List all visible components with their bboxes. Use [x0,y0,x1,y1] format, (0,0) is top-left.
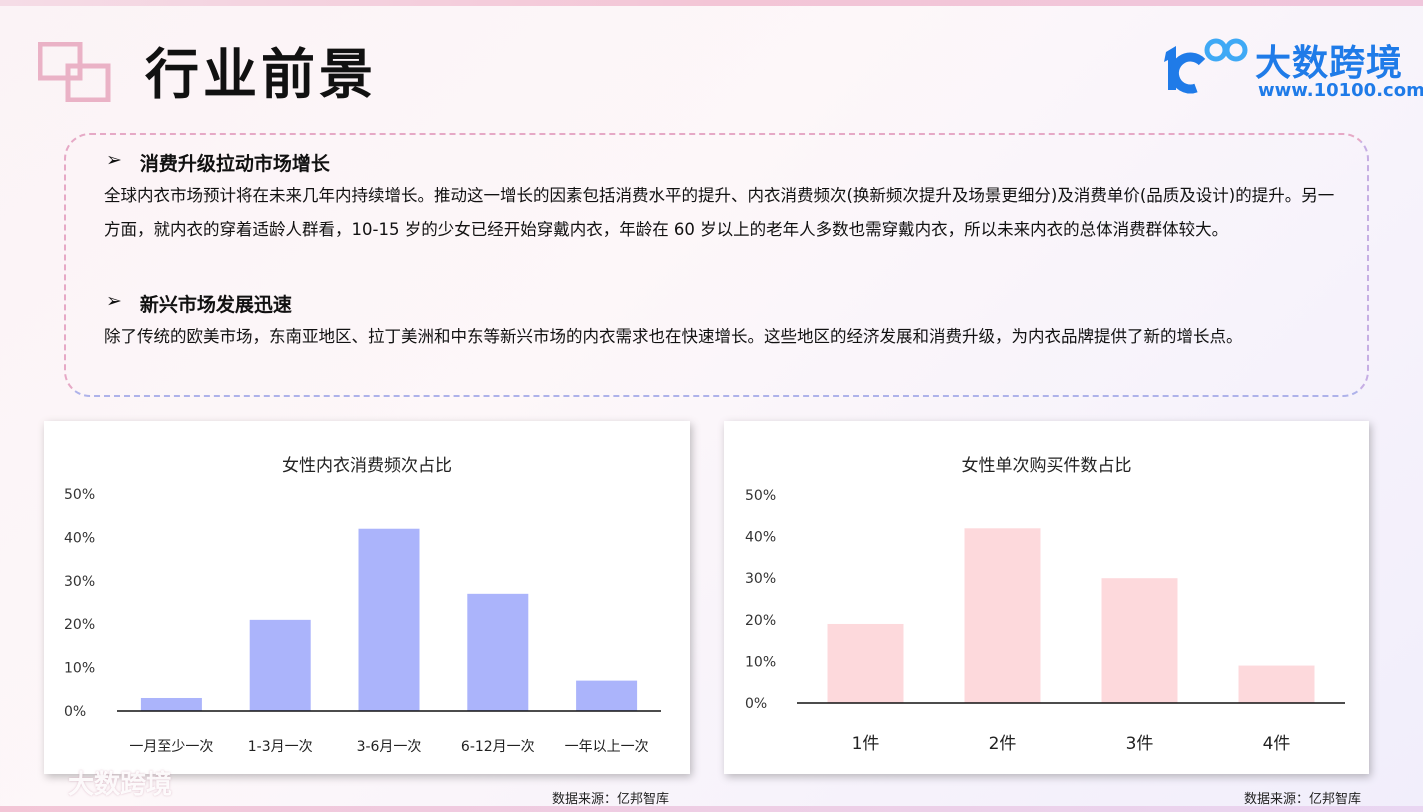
logo-name: 大数跨境 [1255,43,1404,84]
x-category-label: 1件 [852,734,880,754]
y-tick-label: 30% [745,571,776,587]
bar [467,593,529,711]
x-category-label: 3-6月一次 [357,739,422,755]
section-heading: ➢ 新兴市场发展迅速 [106,290,292,317]
x-category-label: 一年以上一次 [565,739,649,755]
heading-text: 新兴市场发展迅速 [139,294,292,316]
y-tick-label: 20% [64,617,95,633]
y-tick-label: 40% [745,530,776,546]
chart-title: 女性单次购买件数占比 [961,456,1132,476]
chart-card-quantity: 女性单次购买件数占比 0% 10% 20% 30% 40% 50% 1件 2件 3件 4件 [724,421,1369,774]
y-tick-label: 50% [64,487,95,503]
chart-frequency: 0% 10% 20% 30% 40% 50% 一月至少一次 1-3月一次 3-6月一次 6-12月… [64,487,661,755]
bar [140,697,202,711]
x-category-label: 4件 [1263,734,1291,754]
x-category-label: 6-12月一次 [461,739,535,755]
data-source: 数据来源：亿邦智库 [552,792,670,807]
bar [827,623,904,703]
bottom-accent-bar [0,806,1423,812]
bar [964,528,1041,703]
page-title: 行业前景 [145,43,377,106]
chart-title: 女性内衣消费频次占比 [282,456,452,476]
bullet-arrow-icon: ➢ [106,290,122,312]
logo-mark-icon [1164,38,1248,94]
section-paragraph: 全球内衣市场预计将在未来几年内持续增长。推动这一增长的因素包括消费水平的提升、内… [104,186,1335,239]
y-tick-label: 30% [64,574,95,590]
top-accent-bar [0,0,1423,6]
bar [1101,578,1178,703]
y-tick-label: 40% [64,530,95,546]
y-tick-label: 20% [745,613,776,629]
y-tick-label: 10% [745,654,776,670]
bar [358,528,420,711]
watermark: 大数跨境 [68,770,173,800]
bar [249,619,311,711]
x-category-label: 3件 [1126,734,1154,754]
text-panel: ➢ 消费升级拉动市场增长 全球内衣市场预计将在未来几年内持续增长。推动这一增长的因… [64,133,1369,397]
y-tick-label: 0% [64,704,86,720]
section-heading: ➢ 消费升级拉动市场增长 [106,149,330,176]
chart-card-frequency: 女性内衣消费频次占比 0% 10% 20% 30% 40% 50% 一月至少一次 1-3月一次… [44,421,690,774]
chart-quantity: 0% 10% 20% 30% 40% 50% 1件 2件 3件 4件 [745,488,1345,754]
bar [576,680,638,711]
logo-url[interactable]: www.10100.com [1258,80,1423,101]
x-category-label: 2件 [989,734,1017,754]
heading-text: 消费升级拉动市场增长 [139,153,330,175]
y-tick-label: 0% [745,696,767,712]
bar [1238,665,1315,703]
y-tick-label: 50% [745,488,776,504]
brand-logo: 大数跨境 www.10100.com [1160,34,1423,104]
y-tick-label: 10% [64,661,95,677]
bullet-arrow-icon: ➢ [106,149,122,171]
section-paragraph: 除了传统的欧美市场，东南亚地区、拉丁美洲和中东等新兴市场的内衣需求也在快速增长。… [104,327,1243,346]
section-decoration-icon [38,42,111,102]
data-source: 数据来源：亿邦智库 [1244,792,1362,807]
x-category-label: 1-3月一次 [248,739,313,755]
x-category-label: 一月至少一次 [129,739,213,755]
